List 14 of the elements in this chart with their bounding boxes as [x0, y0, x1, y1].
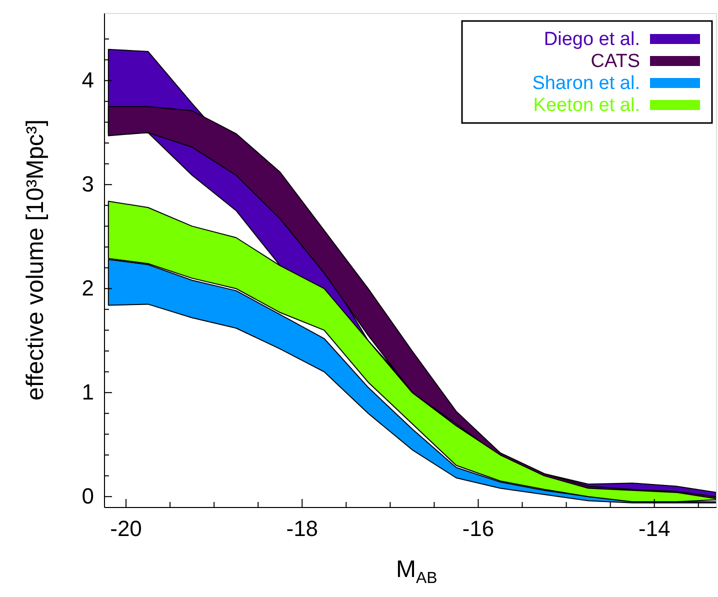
y-axis-title: effective volume [10³Mpc³]: [22, 119, 49, 401]
y-tick-label: 1: [82, 380, 94, 405]
y-tick-label: 4: [82, 68, 94, 93]
y-tick-label: 0: [82, 484, 94, 509]
legend-label: Sharon et al.: [532, 73, 640, 94]
legend-label: Keeton et al.: [533, 95, 640, 116]
legend-label: Diego et al.: [544, 29, 640, 50]
x-tick-label: -16: [462, 516, 494, 541]
y-tick-label: 2: [82, 276, 94, 301]
x-tick-label: -18: [286, 516, 318, 541]
legend-label: CATS: [590, 51, 640, 72]
y-tick-label: 3: [82, 172, 94, 197]
x-tick-label: -14: [638, 516, 670, 541]
x-tick-label: -20: [110, 516, 142, 541]
